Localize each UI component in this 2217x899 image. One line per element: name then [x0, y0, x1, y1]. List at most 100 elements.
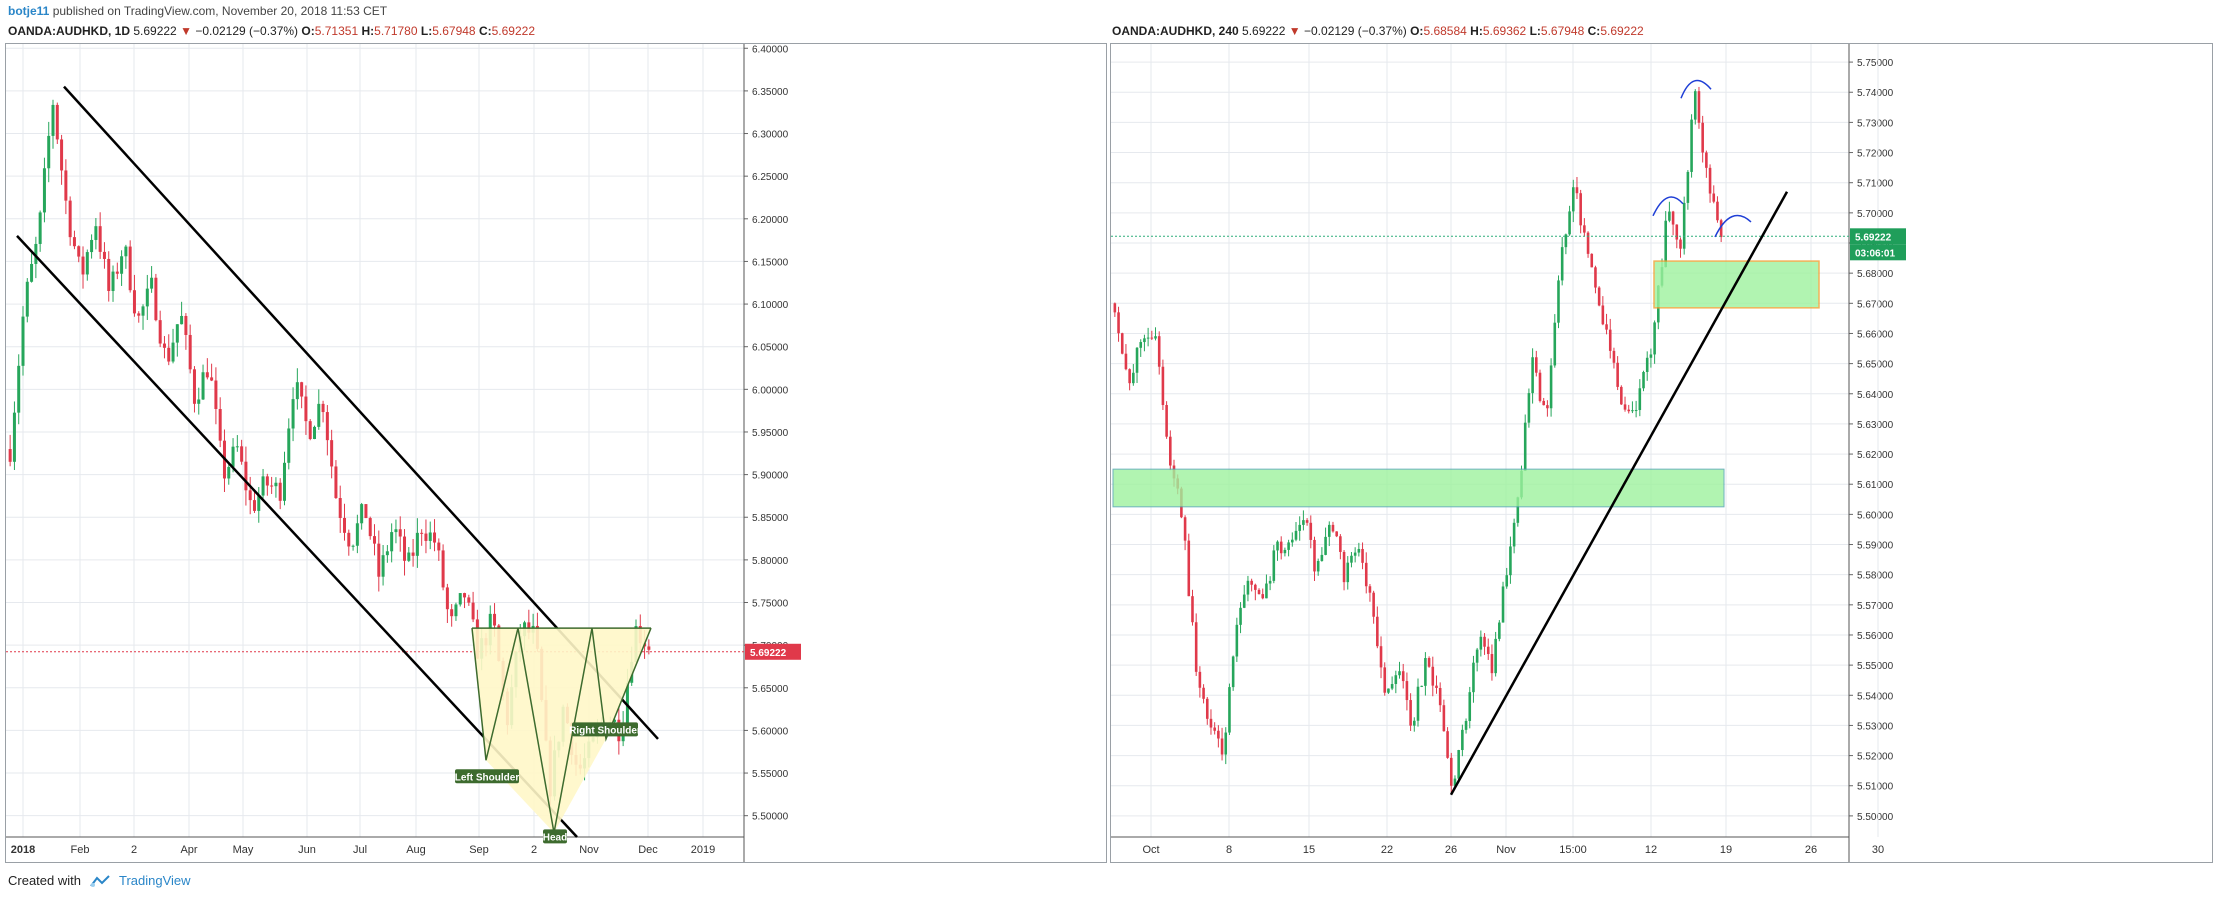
candle-body — [1261, 594, 1265, 599]
y-tick-label: 5.57000 — [1857, 601, 1894, 612]
candle-body — [1620, 386, 1623, 405]
y-tick-label: 5.55000 — [752, 769, 789, 780]
candle-body — [1579, 193, 1582, 226]
candle-body — [1128, 369, 1131, 384]
down-arrow-icon: ▼ — [180, 24, 192, 38]
right-shoulder-label: Right Shoulder — [569, 725, 641, 736]
author-link[interactable]: botje11 — [8, 4, 50, 18]
candle-body — [1298, 524, 1301, 531]
candle-body — [415, 532, 419, 556]
y-tick-label: 5.60000 — [1857, 510, 1894, 521]
candle-body — [424, 533, 428, 541]
candle-body — [1135, 347, 1139, 373]
candle-body — [454, 604, 458, 617]
candle-body — [1664, 220, 1667, 268]
candle-body — [128, 246, 132, 291]
y-tick-label: 5.90000 — [752, 471, 789, 482]
candle-body — [1453, 778, 1457, 786]
head-label: Head — [543, 832, 567, 843]
y-tick-label: 5.85000 — [752, 513, 789, 524]
y-tick-label: 6.05000 — [752, 343, 789, 354]
candle-body — [1424, 658, 1427, 686]
x-tick-label: Sep — [469, 844, 489, 856]
candle-body — [1165, 405, 1168, 437]
candle-body — [1383, 667, 1387, 693]
x-tick-label: 15:00 — [1559, 844, 1587, 856]
candle-body — [227, 466, 231, 479]
candle-body — [1649, 354, 1653, 358]
candle-body — [265, 476, 269, 486]
candle-body — [433, 532, 437, 543]
x-tick-label: May — [233, 844, 254, 856]
right-symbol[interactable]: OANDA:AUDHKD, 240 — [1112, 24, 1239, 38]
candle-body — [1346, 562, 1350, 583]
candle-body — [1653, 322, 1656, 355]
candle-body — [1161, 366, 1165, 406]
candle-body — [1527, 393, 1531, 423]
candle-body — [420, 532, 424, 534]
candle-body — [64, 170, 68, 201]
candle-body — [1242, 594, 1246, 608]
y-tick-label: 5.58000 — [1857, 571, 1894, 582]
h4-chart-panel[interactable]: 5.75000 5.74000 5.73000 5.72000 5.71000 5.700… — [1110, 43, 2213, 863]
candle-body — [1239, 607, 1242, 625]
right-quote-bar: OANDA:AUDHKD, 240 5.69222 ▼ −0.02129 (−0… — [1112, 24, 1644, 38]
candle-body — [137, 313, 141, 316]
candle-body — [1120, 333, 1124, 354]
candle-body — [1228, 687, 1231, 733]
x-tick-label: 26 — [1445, 844, 1457, 856]
candle-body — [1291, 539, 1294, 543]
y-tick-label: 5.60000 — [752, 726, 789, 737]
y-tick-label: 5.75000 — [752, 599, 789, 610]
daily-chart-panel[interactable]: 6.40000 6.35000 6.30000 6.25000 6.20000 6.150… — [5, 43, 1107, 863]
publish-text: published on TradingView.com, November 2… — [49, 4, 388, 18]
candle-body — [231, 446, 235, 467]
y-tick-label: 6.30000 — [752, 130, 789, 141]
y-tick-label: 5.51000 — [1857, 782, 1894, 793]
candle-body — [1708, 167, 1712, 194]
candle-body — [17, 365, 21, 413]
candle-body — [167, 347, 171, 362]
support-zone-lower — [1112, 468, 1725, 508]
y-tick-label: 5.72000 — [1857, 149, 1894, 160]
candle-body — [394, 529, 398, 533]
candle-body — [330, 440, 334, 467]
candle-body — [1631, 410, 1634, 412]
low-label: L: — [420, 24, 433, 38]
candle-body — [1283, 549, 1287, 554]
y-tick-label: 5.65000 — [752, 684, 789, 695]
candle-body — [1568, 211, 1571, 235]
left-symbol[interactable]: OANDA:AUDHKD, 1D — [8, 24, 130, 38]
candle-body — [1146, 337, 1150, 339]
x-tick-label: Jun — [298, 844, 316, 856]
candle-body — [1645, 357, 1649, 372]
candle-body — [1446, 731, 1449, 758]
close-label: C: — [1587, 24, 1601, 38]
candle-body — [1194, 622, 1198, 672]
right-high: 5.69362 — [1482, 24, 1527, 38]
left-low: 5.67948 — [432, 24, 476, 38]
candle-body — [355, 523, 359, 546]
candle-body — [1372, 592, 1375, 617]
candle-body — [111, 271, 115, 292]
candle-body — [1509, 546, 1512, 576]
candle-body — [373, 536, 377, 544]
h4-chart[interactable]: 5.75000 5.74000 5.73000 5.72000 5.71000 5.700… — [1111, 44, 2212, 862]
candle-body — [1457, 750, 1460, 779]
y-tick-label: 5.62000 — [1857, 450, 1894, 461]
candle-body — [1535, 357, 1538, 373]
last-price-label: 5.69222 — [1855, 232, 1892, 243]
candle-body — [308, 421, 312, 440]
y-tick-label: 5.70000 — [1857, 209, 1894, 220]
daily-chart[interactable]: 6.40000 6.35000 6.30000 6.25000 6.20000 6.150… — [6, 44, 1106, 862]
candle-body — [312, 426, 316, 440]
right-last: 5.69222 — [1242, 24, 1286, 38]
tradingview-link[interactable]: TradingView — [118, 873, 191, 888]
candle-body — [1416, 686, 1420, 721]
candle-body — [1235, 624, 1239, 657]
y-tick-label: 5.61000 — [1857, 480, 1894, 491]
candle-body — [145, 288, 149, 307]
right-low: 5.67948 — [1540, 24, 1585, 38]
candle-body — [1472, 662, 1475, 693]
candle-body — [120, 256, 124, 274]
